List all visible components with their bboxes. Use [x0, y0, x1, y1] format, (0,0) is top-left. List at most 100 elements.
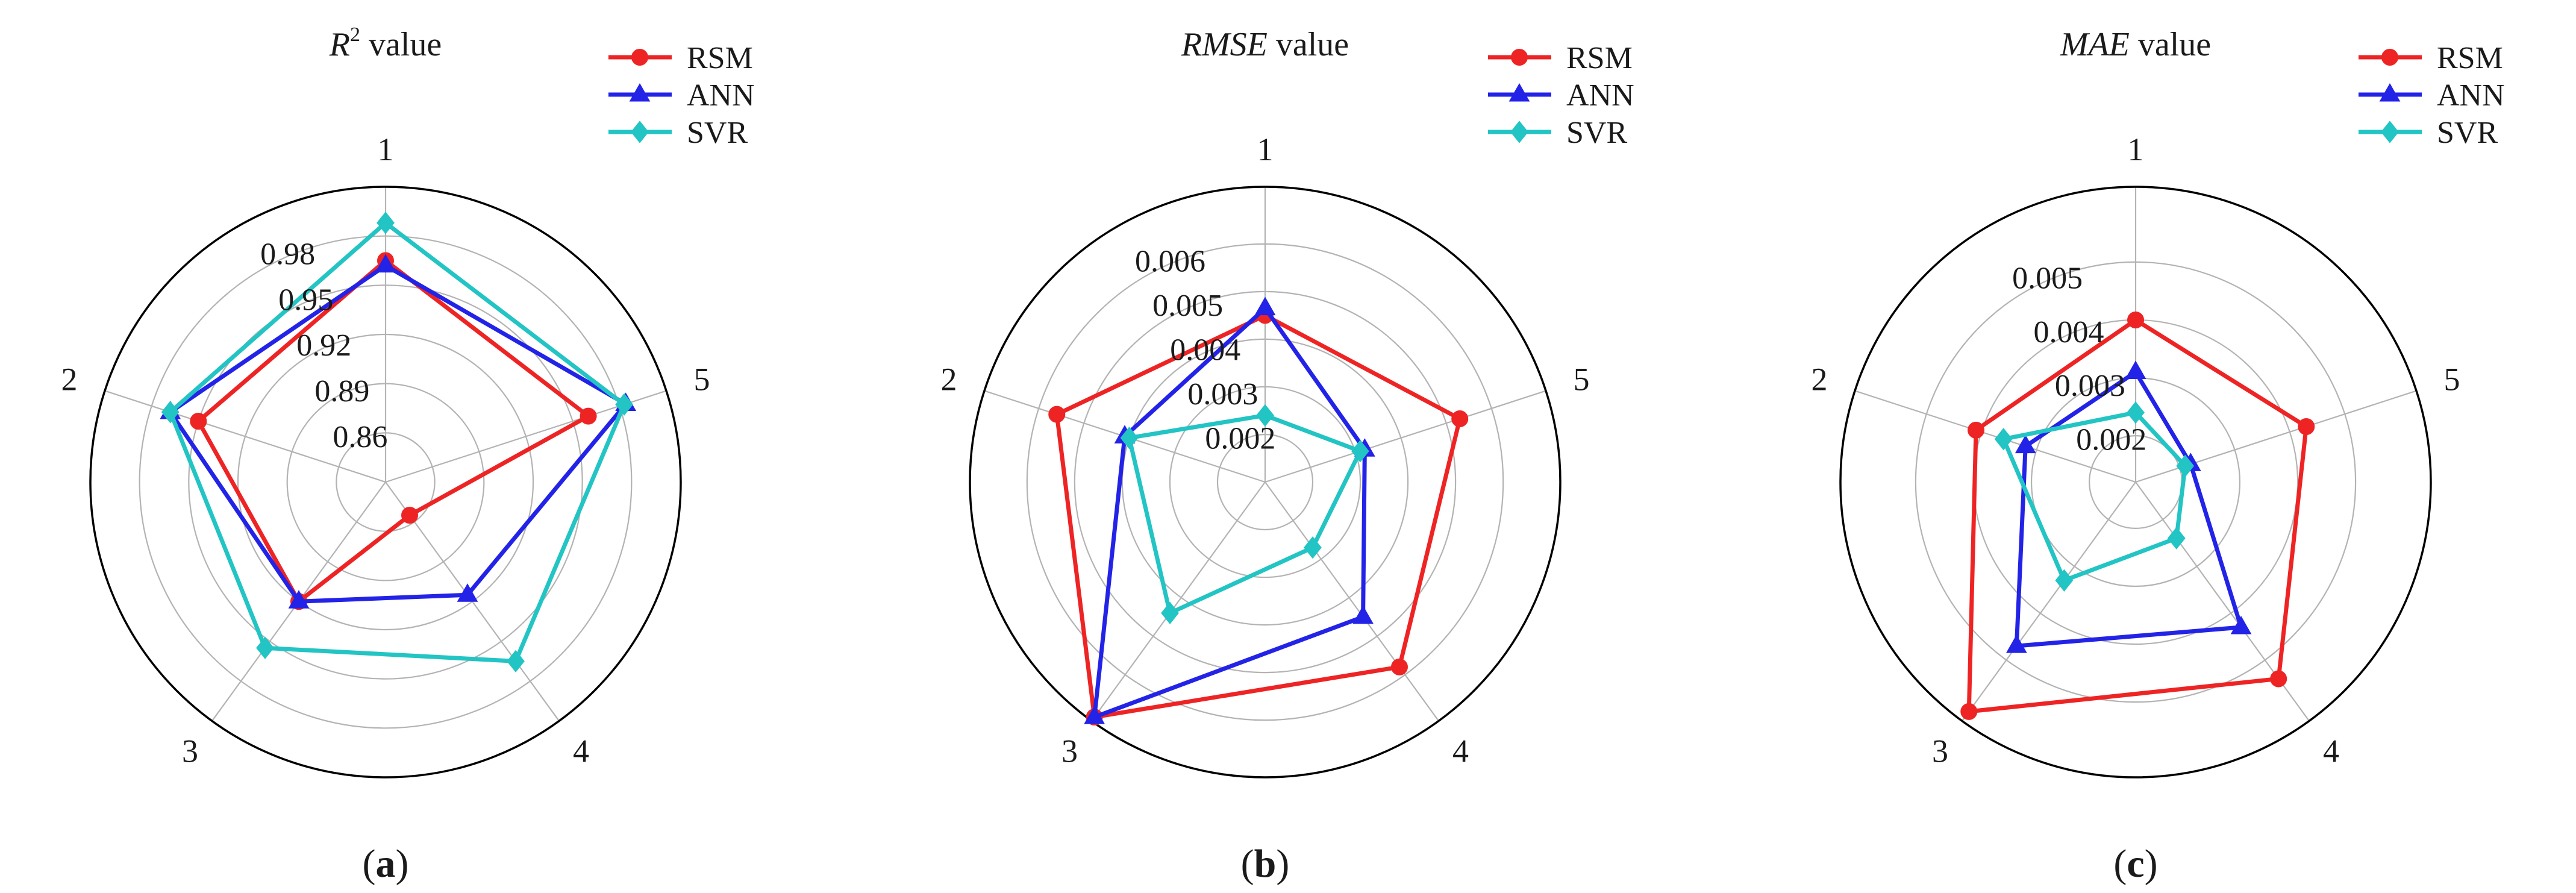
axis-label-4: 4	[2323, 733, 2339, 769]
radial-tick-label: 0.004	[1170, 333, 1240, 368]
series-line-svr	[167, 220, 627, 663]
radial-tick-label: 0.002	[1205, 422, 1275, 456]
data-point-svr-4	[1304, 536, 1322, 559]
legend-marker-rsm	[631, 49, 648, 66]
axis-label-2: 2	[941, 361, 957, 397]
data-point-rsm-1	[2127, 311, 2144, 328]
data-point-ann-4	[1352, 605, 1374, 624]
series-line-svr	[2000, 410, 2187, 583]
chart-title: RMSE value	[1181, 26, 1349, 63]
chart-title: R2 value	[329, 24, 442, 63]
data-point-rsm-2	[190, 413, 207, 430]
axis-label-5: 5	[2443, 361, 2460, 397]
data-point-ann-4	[2230, 615, 2252, 634]
grid-spoke	[1962, 481, 2136, 722]
series-svr	[161, 212, 634, 672]
radar-frame	[969, 186, 1562, 779]
radial-tick-label: 0.89	[314, 374, 369, 409]
legend-marker-svr	[1510, 121, 1528, 143]
grid-spoke	[2135, 390, 2417, 483]
series-line-svr	[1127, 413, 1363, 616]
series-line-ann	[2014, 369, 2244, 648]
axis-label-3: 3	[182, 733, 198, 769]
legend-label-rsm: RSM	[687, 41, 753, 75]
radar-panel-b: 0.002 0.003 0.004 0.005 0.006 1 2 3 4 5 RMSE value…	[941, 26, 1634, 886]
data-point-rsm-3	[1960, 703, 1978, 720]
data-point-rsm-2	[1048, 406, 1066, 423]
grid-spoke	[1265, 481, 1439, 722]
legend-label-svr: SVR	[687, 116, 748, 150]
data-point-ann-2	[2015, 434, 2036, 454]
data-point-ann-1	[375, 254, 396, 273]
axis-label-1: 1	[2128, 131, 2144, 168]
grid-spoke	[1265, 390, 1546, 483]
panel-label: (b)	[1241, 842, 1290, 886]
radar-panel-a: 0.86 0.89 0.92 0.95 0.98 1 2 3 4 5 R2 value RSMANNS…	[61, 24, 755, 886]
data-point-ann-3	[288, 590, 310, 609]
grid-spoke	[104, 390, 386, 483]
axis-label-5: 5	[693, 361, 710, 397]
series-ann	[2005, 360, 2252, 653]
radar-frame	[1839, 186, 2432, 779]
radial-tick-label: 0.98	[260, 237, 315, 271]
legend-marker-rsm	[2381, 49, 2398, 66]
radial-tick-label: 0.86	[333, 420, 387, 454]
data-point-svr-2	[1994, 428, 2013, 451]
legend-label-svr: SVR	[1566, 116, 1627, 150]
radar-panel-c: 0.002 0.003 0.004 0.005 1 2 3 4 5 MAE value RSMANN…	[1812, 26, 2505, 886]
data-point-ann-4	[457, 583, 478, 602]
data-point-svr-1	[1256, 404, 1274, 427]
axis-label-2: 2	[61, 361, 78, 397]
radial-tick-label: 0.95	[278, 283, 333, 317]
series-svr	[1120, 404, 1369, 624]
legend-marker-ann	[629, 83, 651, 102]
data-point-svr-4	[2167, 527, 2186, 550]
legend-label-rsm: RSM	[2437, 41, 2503, 75]
radial-tick-label: 0.005	[2012, 262, 2083, 296]
data-point-svr-2	[1120, 427, 1139, 450]
series-line-rsm	[195, 257, 592, 605]
legend-label-rsm: RSM	[1566, 41, 1633, 75]
series-svr	[1994, 401, 2195, 592]
legend-marker-ann	[2379, 83, 2401, 102]
legend-label-ann: ANN	[687, 78, 755, 113]
data-point-svr-3	[2055, 569, 2074, 592]
data-point-rsm-5	[2298, 418, 2315, 435]
data-point-rsm-4	[401, 507, 419, 524]
series-rsm	[1960, 311, 2315, 720]
axis-label-4: 4	[1452, 733, 1469, 769]
axis-label-3: 3	[1061, 733, 1078, 769]
data-point-svr-5	[615, 393, 634, 416]
data-point-svr-3	[256, 636, 274, 659]
data-point-rsm-4	[1390, 658, 1408, 675]
series-line-rsm	[1054, 313, 1463, 720]
axis-label-1: 1	[1257, 131, 1274, 168]
radial-tick-label: 0.003	[1187, 377, 1258, 412]
axis-label-5: 5	[1573, 361, 1589, 397]
data-point-ann-1	[1254, 296, 1276, 316]
data-point-svr-5	[1351, 440, 1369, 463]
series-line-ann	[167, 263, 630, 604]
data-point-rsm-5	[1451, 410, 1469, 427]
legend-label-ann: ANN	[1566, 78, 1634, 113]
data-point-svr-4	[507, 650, 525, 672]
data-point-svr-2	[161, 401, 180, 424]
data-point-svr-1	[2127, 401, 2145, 424]
radial-tick-label: 0.002	[2076, 423, 2146, 457]
legend-label-ann: ANN	[2437, 78, 2505, 113]
radial-tick-label: 0.005	[1152, 289, 1223, 323]
legend-marker-svr	[2381, 121, 2399, 143]
data-point-rsm-4	[2270, 670, 2287, 688]
series-rsm	[190, 252, 597, 610]
chart-title: MAE value	[2060, 26, 2211, 63]
axis-label-1: 1	[378, 131, 394, 168]
radial-tick-label: 0.004	[2033, 315, 2104, 349]
data-point-ann-3	[2005, 634, 2027, 653]
legend-marker-rsm	[1511, 49, 1528, 66]
axis-label-3: 3	[1932, 733, 1948, 769]
series-line-rsm	[1966, 317, 2309, 714]
